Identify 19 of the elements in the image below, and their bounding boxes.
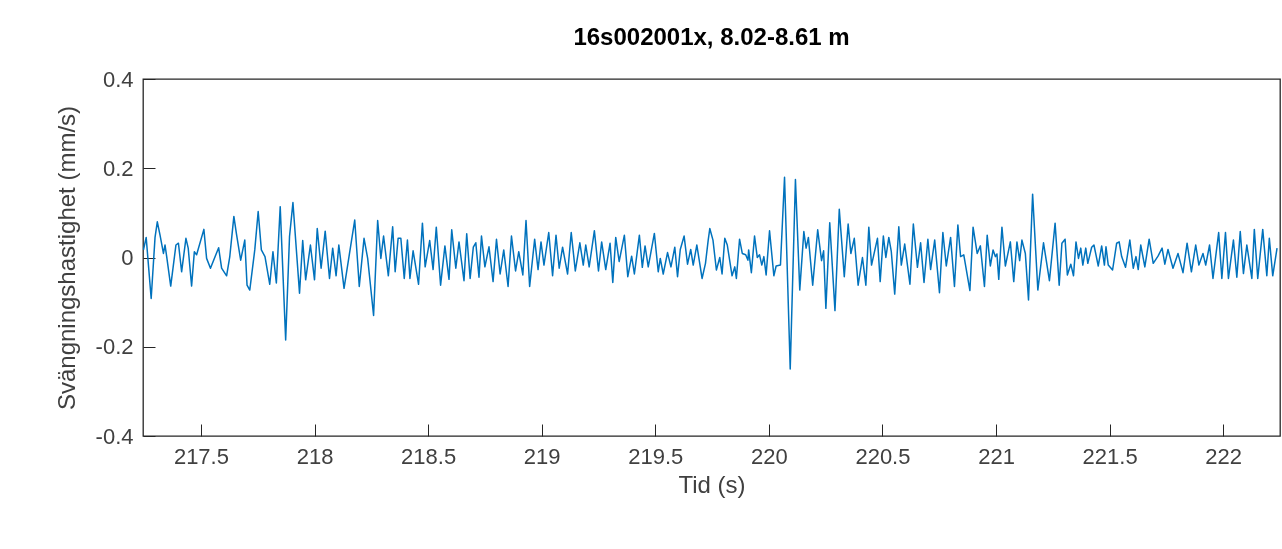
y-tick-label: 0: [121, 245, 134, 270]
y-tick-label: -0.4: [95, 423, 134, 449]
x-tick-label: 221.5: [1082, 443, 1138, 469]
y-axis-title: Svängningshastighet (mm/s): [52, 105, 80, 411]
chart-title: 16s002001x, 8.02-8.61 m: [573, 23, 850, 50]
x-tick-label: 218.5: [401, 443, 457, 469]
y-tick-label: 0.2: [102, 155, 134, 181]
x-tick-label: 219.5: [628, 443, 684, 469]
x-tick-label: 219: [523, 443, 561, 469]
line-series: [143, 176, 1278, 370]
x-tick-label: 220: [751, 443, 788, 469]
x-tick-label: 220.5: [855, 443, 911, 469]
x-tick-label: 217.5: [173, 443, 229, 469]
y-tick-label: 0.4: [102, 66, 134, 92]
x-tick-label: 221: [978, 443, 1015, 469]
x-tick-label: 218: [296, 443, 334, 469]
x-axis-title: Tid (s): [678, 470, 746, 498]
y-tick-label: -0.2: [95, 334, 134, 360]
x-tick-label: 222: [1205, 443, 1243, 469]
